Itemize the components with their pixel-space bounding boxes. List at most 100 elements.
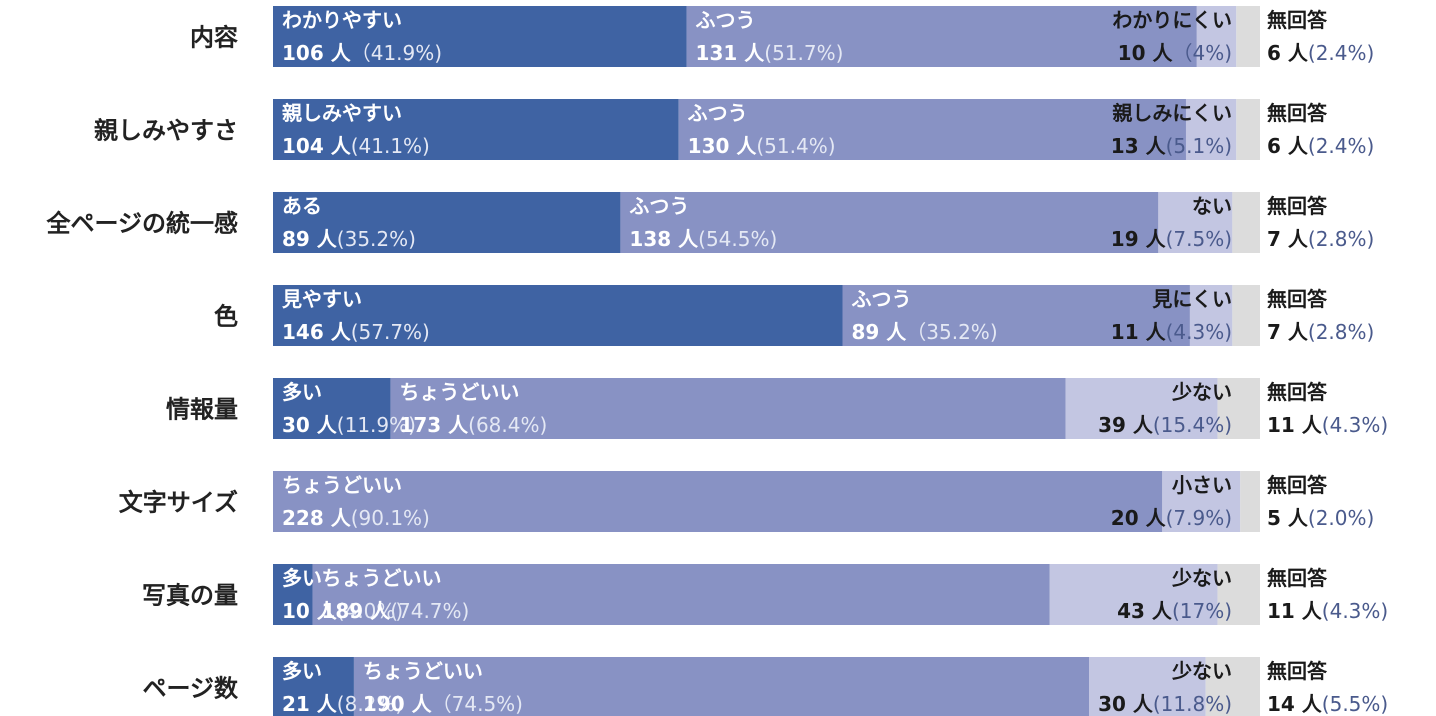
segment-value: 19 人(7.5%) — [1111, 227, 1232, 251]
bar-row-6: 文字サイズ ちょうどいい 228 人(90.1%) 小さい 20 人(7.9%) 無回答 5… — [119, 471, 1374, 532]
segment-label: ふつう — [688, 101, 748, 125]
category-label: 情報量 — [166, 396, 238, 424]
category-label: 内容 — [190, 24, 238, 52]
segment-label: 多い — [282, 380, 322, 404]
category-label: 全ページの統一感 — [45, 210, 238, 238]
bar-segment-neutral — [273, 471, 1163, 532]
bar-row-1: 内容 わかりやすい 106 人（41.9%) ふつう 131 人(51.7%) わかりにく… — [190, 6, 1374, 67]
bar-segment-negative — [1049, 564, 1218, 625]
bar-segment-positive — [273, 564, 313, 625]
bar-segment-positive — [273, 657, 354, 716]
segment-value: 39 人(15.4%) — [1098, 413, 1232, 437]
segment-value: 130 人(51.4%) — [688, 134, 836, 158]
segment-value: 11 人(4.3%) — [1267, 413, 1388, 437]
segment-label: 無回答 — [1267, 380, 1328, 404]
segment-label: 無回答 — [1267, 287, 1328, 311]
segment-label: 無回答 — [1267, 194, 1328, 218]
segment-value: 10 人（4%) — [1118, 41, 1232, 65]
segment-label: 無回答 — [1267, 8, 1328, 32]
bar-segment-neutral — [312, 564, 1050, 625]
segment-label: ちょうどいい — [321, 566, 441, 590]
bar-segment-negative — [1185, 99, 1237, 160]
bar-segment-neutral — [678, 99, 1186, 160]
segment-value: 131 人(51.7%) — [696, 41, 844, 65]
bar-segment-neutral — [686, 6, 1197, 67]
segment-value: 146 人(57.7%) — [282, 320, 430, 344]
segment-label: ちょうどいい — [399, 380, 519, 404]
segment-label: 少ない — [1171, 566, 1232, 590]
bar-segment-positive — [273, 6, 687, 67]
category-label: ページ数 — [142, 675, 239, 703]
category-label: 親しみやすさ — [94, 117, 238, 145]
bar-segment-neutral — [353, 657, 1090, 716]
segment-value: 14 人(5.5%) — [1267, 692, 1388, 716]
segment-value: 228 人(90.1%) — [282, 506, 430, 530]
segment-label: 多い — [282, 566, 322, 590]
bar-segment-neutral — [842, 285, 1190, 346]
segment-label: 無回答 — [1267, 101, 1328, 125]
segment-label: ちょうどいい — [282, 473, 402, 497]
segment-value: 189 人(74.7%) — [321, 599, 469, 623]
segment-label: 親しみにくい — [1112, 101, 1232, 125]
bar-segment-positive — [273, 378, 391, 439]
segment-label: ない — [1192, 194, 1232, 218]
segment-label: 少ない — [1171, 659, 1232, 683]
bar-segment-negative — [1196, 6, 1237, 67]
segment-label: 無回答 — [1267, 473, 1328, 497]
category-label: 色 — [214, 303, 238, 331]
bar-segment-neutral — [390, 378, 1066, 439]
segment-label: わかりにくい — [1112, 8, 1232, 32]
bar-segment-positive — [273, 99, 679, 160]
segment-value: 21 人(8.2%) — [282, 692, 403, 716]
segment-value: 7 人(2.8%) — [1267, 227, 1374, 251]
bar-segment-no-answer — [1232, 285, 1260, 346]
segment-label: ある — [282, 194, 322, 218]
segment-value: 10 人(4.0%) — [282, 599, 403, 623]
segment-value: 138 人(54.5%) — [629, 227, 777, 251]
segment-value: 5 人(2.0%) — [1267, 506, 1374, 530]
bar-row-8: ページ数 多い 21 人(8.2%) ちょうどいい 190 人（74.5%) 少ない 30 … — [142, 657, 1388, 716]
bar-segment-negative — [1189, 285, 1233, 346]
segment-value: 173 人(68.4%) — [399, 413, 547, 437]
segment-value: 43 人(17%) — [1117, 599, 1232, 623]
segment-value: 30 人(11.9%) — [282, 413, 416, 437]
bar-row-5: 情報量 多い 30 人(11.9%) ちょうどいい 173 人(68.4%) 少ない 39 … — [166, 378, 1388, 439]
segment-value: 13 人(5.1%) — [1111, 134, 1232, 158]
bar-segment-no-answer — [1217, 378, 1260, 439]
bar-segment-negative — [1089, 657, 1206, 716]
segment-label: ふつう — [629, 194, 689, 218]
segment-value: 190 人（74.5%) — [363, 692, 523, 716]
category-label: 文字サイズ — [119, 489, 238, 517]
bar-segment-negative — [1065, 378, 1218, 439]
bar-segment-positive — [273, 285, 843, 346]
bar-segment-no-answer — [1240, 471, 1260, 532]
bar-segment-no-answer — [1236, 99, 1260, 160]
segment-value: 20 人(7.9%) — [1111, 506, 1232, 530]
segment-label: 見にくい — [1152, 287, 1232, 311]
segment-value: 6 人(2.4%) — [1267, 41, 1374, 65]
segment-label: ふつう — [696, 8, 756, 32]
segment-value: 11 人(4.3%) — [1267, 599, 1388, 623]
segment-label: 無回答 — [1267, 659, 1328, 683]
segment-label: わかりやすい — [282, 8, 402, 32]
segment-label: ふつう — [851, 287, 911, 311]
bar-segment-positive — [273, 192, 621, 253]
segment-label: 多い — [282, 659, 322, 683]
segment-value: 104 人(41.1%) — [282, 134, 430, 158]
bar-segment-no-answer — [1217, 564, 1260, 625]
segment-value: 89 人（35.2%) — [851, 320, 997, 344]
bar-segment-negative — [1162, 471, 1241, 532]
bar-segment-negative — [1158, 192, 1233, 253]
segment-value: 7 人(2.8%) — [1267, 320, 1374, 344]
bar-segment-neutral — [620, 192, 1159, 253]
bar-segment-no-answer — [1232, 192, 1260, 253]
bar-segment-no-answer — [1236, 6, 1260, 67]
segment-label: 見やすい — [282, 287, 362, 311]
segment-label: 少ない — [1171, 380, 1232, 404]
bar-row-7: 写真の量 多い 10 人(4.0%) ちょうどいい 189 人(74.7%) 少ない 43 … — [142, 564, 1388, 625]
segment-value: 89 人(35.2%) — [282, 227, 416, 251]
segment-label: ちょうどいい — [363, 659, 483, 683]
category-label: 写真の量 — [142, 582, 238, 610]
segment-value: 30 人(11.8%) — [1098, 692, 1232, 716]
